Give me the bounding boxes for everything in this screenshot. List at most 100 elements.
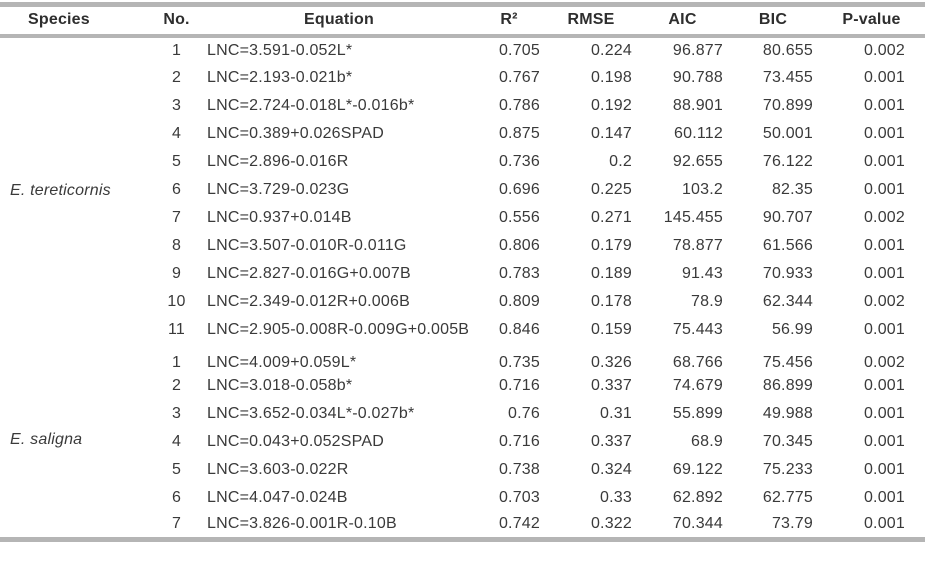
col-header-no: No. xyxy=(163,11,190,29)
cell-equation: LNC=2.905-0.008R-0.009G+0.005B xyxy=(207,320,470,338)
cell-rmse: 0.271 xyxy=(590,208,632,226)
cell-aic: 78.877 xyxy=(672,236,723,254)
cell-rmse: 0.337 xyxy=(590,376,632,394)
cell-no: 2 xyxy=(171,376,182,394)
cell-no: 11 xyxy=(167,320,185,338)
cell-aic: 145.455 xyxy=(663,208,723,226)
cell-pvalue: 0.002 xyxy=(863,208,905,226)
cell-rmse: 0.322 xyxy=(590,515,632,533)
cell-equation: LNC=0.389+0.026SPAD xyxy=(207,124,384,142)
cell-equation: LNC=4.009+0.059L* xyxy=(207,353,357,371)
cell-equation: LNC=4.047-0.024B xyxy=(207,488,348,506)
cell-no: 6 xyxy=(171,488,182,506)
cell-pvalue: 0.001 xyxy=(863,460,905,478)
cell-bic: 73.455 xyxy=(762,68,813,86)
cell-aic: 69.122 xyxy=(672,460,723,478)
cell-r2: 0.76 xyxy=(508,404,540,422)
cell-equation: LNC=3.018-0.058b* xyxy=(207,376,353,394)
cell-pvalue: 0.001 xyxy=(863,404,905,422)
cell-aic: 96.877 xyxy=(672,41,723,59)
cell-rmse: 0.179 xyxy=(590,236,632,254)
table-row: 9 LNC=2.827-0.016G+0.007B 0.783 0.189 91.43 7… xyxy=(0,260,925,288)
table-row: 6 LNC=4.047-0.024B 0.703 0.33 62.892 62.775 0.… xyxy=(0,484,925,512)
cell-aic: 62.892 xyxy=(672,488,723,506)
cell-no: 7 xyxy=(171,208,182,226)
cell-pvalue: 0.001 xyxy=(863,432,905,450)
cell-aic: 92.655 xyxy=(672,152,723,170)
cell-r2: 0.556 xyxy=(498,208,540,226)
cell-bic: 90.707 xyxy=(762,208,813,226)
cell-equation: LNC=2.349-0.012R+0.006B xyxy=(207,292,410,310)
table-row: 2 LNC=2.193-0.021b* 0.767 0.198 90.788 73.455… xyxy=(0,64,925,92)
cell-r2: 0.696 xyxy=(498,180,540,198)
cell-no: 3 xyxy=(171,96,182,114)
cell-pvalue: 0.001 xyxy=(863,515,905,533)
cell-aic: 91.43 xyxy=(681,264,723,282)
cell-r2: 0.703 xyxy=(498,488,540,506)
cell-bic: 75.233 xyxy=(762,460,813,478)
cell-rmse: 0.2 xyxy=(609,152,632,170)
cell-pvalue: 0.001 xyxy=(863,180,905,198)
cell-bic: 76.122 xyxy=(762,152,813,170)
cell-r2: 0.767 xyxy=(498,68,540,86)
cell-bic: 82.35 xyxy=(771,180,813,198)
cell-pvalue: 0.001 xyxy=(863,376,905,394)
cell-rmse: 0.192 xyxy=(590,96,632,114)
cell-no: 10 xyxy=(167,292,186,310)
cell-aic: 60.112 xyxy=(674,124,723,142)
col-header-aic: AIC xyxy=(668,11,697,29)
table-row: 6 LNC=3.729-0.023G 0.696 0.225 103.2 82.35 0.0… xyxy=(0,176,925,204)
cell-r2: 0.783 xyxy=(498,264,540,282)
cell-aic: 70.344 xyxy=(672,515,723,533)
cell-r2: 0.738 xyxy=(498,460,540,478)
cell-pvalue: 0.002 xyxy=(863,41,905,59)
cell-r2: 0.875 xyxy=(498,124,540,142)
cell-no: 9 xyxy=(171,264,182,282)
cell-bic: 70.345 xyxy=(762,432,813,450)
cell-no: 4 xyxy=(171,432,182,450)
cell-aic: 78.9 xyxy=(691,292,723,310)
cell-no: 1 xyxy=(171,41,182,59)
cell-bic: 86.899 xyxy=(762,376,813,394)
cell-r2: 0.846 xyxy=(498,320,540,338)
cell-rmse: 0.159 xyxy=(590,320,632,338)
cell-aic: 68.766 xyxy=(672,353,723,371)
cell-aic: 68.9 xyxy=(691,432,723,450)
header-row: Species No. Equation R² RMSE AIC BIC P-v… xyxy=(0,5,925,36)
species-group: E. saligna 1 LNC=4.009+0.059L* 0.735 0.326 68… xyxy=(0,344,925,540)
col-header-bic: BIC xyxy=(758,11,788,29)
cell-rmse: 0.147 xyxy=(590,124,632,142)
cell-bic: 70.899 xyxy=(762,96,813,114)
cell-equation: LNC=3.826-0.001R-0.10B xyxy=(207,515,397,533)
cell-equation: LNC=2.896-0.016R xyxy=(207,152,349,170)
cell-pvalue: 0.001 xyxy=(863,264,905,282)
cell-r2: 0.809 xyxy=(498,292,540,310)
col-header-equation: Equation xyxy=(303,11,375,29)
species-group: E. tereticornis 1 LNC=3.591-0.052L* 0.705 0.… xyxy=(0,36,925,344)
cell-bic: 80.655 xyxy=(762,41,813,59)
cell-rmse: 0.198 xyxy=(590,68,632,86)
cell-no: 4 xyxy=(171,124,182,142)
table-row: 8 LNC=3.507-0.010R-0.011G 0.806 0.179 78.877… xyxy=(0,232,925,260)
cell-bic: 50.001 xyxy=(762,124,813,142)
table-row: 5 LNC=3.603-0.022R 0.738 0.324 69.122 75.233 0… xyxy=(0,456,925,484)
cell-bic: 49.988 xyxy=(762,404,813,422)
cell-rmse: 0.33 xyxy=(600,488,632,506)
table-row: 3 LNC=3.652-0.034L*-0.027b* 0.76 0.31 55.899… xyxy=(0,400,925,428)
cell-equation: LNC=2.724-0.018L*-0.016b* xyxy=(207,96,415,114)
table-row: 2 LNC=3.018-0.058b* 0.716 0.337 74.679 86.899… xyxy=(0,372,925,400)
cell-bic: 62.344 xyxy=(762,292,813,310)
cell-equation: LNC=0.043+0.052SPAD xyxy=(207,432,384,450)
cell-aic: 90.788 xyxy=(672,68,723,86)
table-row: 7 LNC=3.826-0.001R-0.10B 0.742 0.322 70.344 7… xyxy=(0,512,925,540)
cell-pvalue: 0.001 xyxy=(863,68,905,86)
cell-pvalue: 0.001 xyxy=(863,152,905,170)
cell-bic: 56.99 xyxy=(771,320,813,338)
cell-rmse: 0.178 xyxy=(590,292,632,310)
cell-equation: LNC=3.507-0.010R-0.011G xyxy=(207,236,407,254)
species-label: E. tereticornis xyxy=(10,181,111,199)
cell-pvalue: 0.002 xyxy=(863,292,905,310)
table-row: 7 LNC=0.937+0.014B 0.556 0.271 145.455 90.707… xyxy=(0,204,925,232)
cell-aic: 74.679 xyxy=(672,376,723,394)
table-row: 5 LNC=2.896-0.016R 0.736 0.2 92.655 76.122 0.0… xyxy=(0,148,925,176)
